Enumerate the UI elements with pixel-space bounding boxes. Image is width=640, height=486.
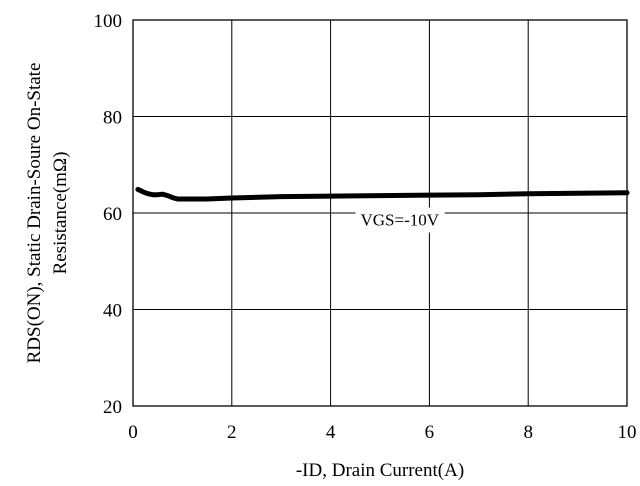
y-tick-label: 40 [103,301,122,322]
x-tick-label: 4 [326,422,336,443]
annotation-background [355,207,445,233]
x-axis-title: -ID, Drain Current(A) [296,460,464,481]
y-tick-label: 100 [94,11,123,32]
x-tick-label: 6 [425,422,435,443]
series-line [135,186,630,202]
y-tick-label: 20 [103,397,122,418]
y-axis-title-line1: RDS(ON), Static Drain-Soure On-State [24,63,45,364]
y-axis-title: RDS(ON), Static Drain-Soure On-State Res… [24,63,71,364]
plot-frame [132,19,628,407]
x-tick-label: 0 [128,422,138,443]
y-tick-label: 60 [103,204,122,225]
x-tick-labels: 0 2 4 6 8 10 [128,422,636,443]
y-tick-labels: 20 40 60 80 100 [94,11,123,418]
x-tick-label: 10 [618,422,637,443]
y-tick-label: 80 [103,108,122,129]
annotation-label: VGS=-10V [360,211,439,230]
x-tick-label: 8 [523,422,533,443]
series-group [135,186,630,202]
y-axis-title-line2: Resistance(mΩ) [50,152,71,275]
series-annotation: VGS=-10V [355,207,445,233]
x-tick-label: 2 [227,422,237,443]
